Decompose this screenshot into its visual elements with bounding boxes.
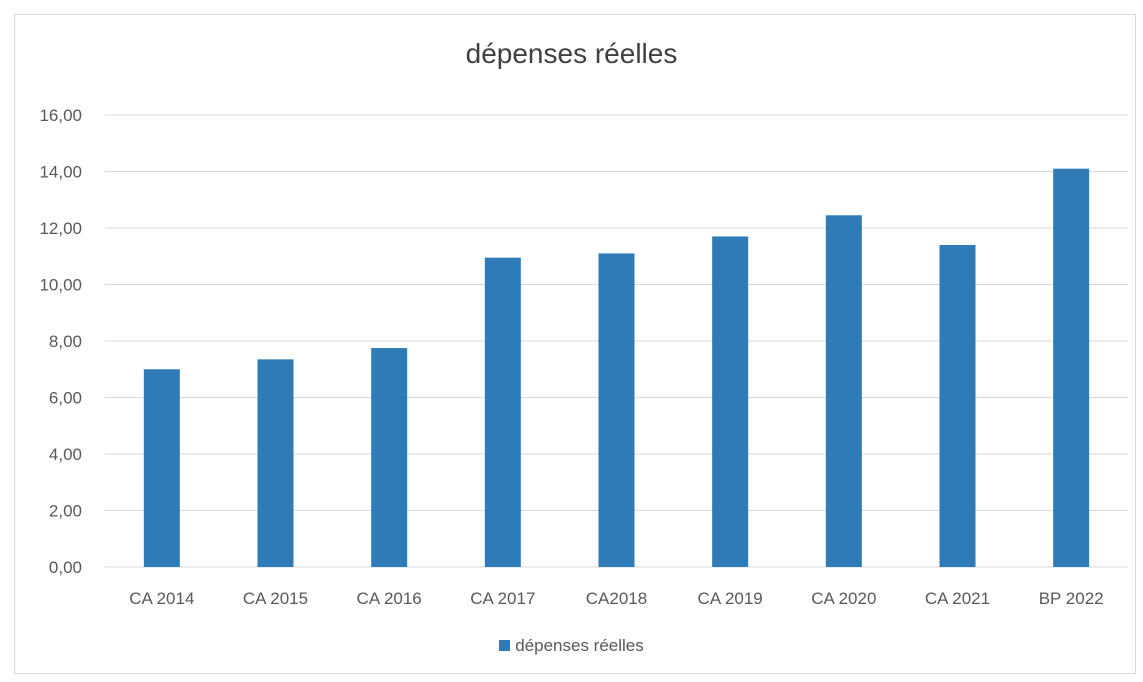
bar <box>257 359 294 567</box>
x-tick-label: CA 2015 <box>243 589 308 608</box>
x-tick-label: CA 2021 <box>925 589 990 608</box>
y-axis-ticks: 0,00 2,00 4,00 6,00 8,00 10,00 12,00 14,00 16,00 <box>39 106 82 577</box>
x-axis-ticks: CA 2014 CA 2015 CA 2016 CA 2017 CA2018 CA 201… <box>129 589 1103 608</box>
x-tick-label: BP 2022 <box>1039 589 1104 608</box>
y-tick-label: 2,00 <box>49 502 82 521</box>
x-tick-label: CA 2017 <box>470 589 535 608</box>
x-tick-label: CA 2014 <box>129 589 194 608</box>
y-tick-label: 16,00 <box>39 106 82 125</box>
bar <box>143 369 180 567</box>
bar <box>939 244 976 567</box>
x-tick-label: CA2018 <box>586 589 647 608</box>
bars <box>143 168 1090 568</box>
x-tick-label: CA 2016 <box>357 589 422 608</box>
y-tick-label: 8,00 <box>49 332 82 351</box>
legend-swatch <box>499 640 511 651</box>
bar <box>712 236 749 567</box>
y-tick-label: 10,00 <box>39 276 82 295</box>
x-tick-label: CA 2020 <box>811 589 876 608</box>
chart-title: dépenses réelles <box>465 38 678 69</box>
y-tick-label: 14,00 <box>39 163 82 182</box>
y-tick-label: 0,00 <box>49 558 82 577</box>
bar <box>825 215 862 567</box>
bar <box>1053 168 1090 568</box>
legend-label: dépenses réelles <box>515 636 644 655</box>
x-tick-label: CA 2019 <box>698 589 763 608</box>
y-tick-label: 6,00 <box>49 389 82 408</box>
bar <box>371 348 408 567</box>
y-tick-label: 4,00 <box>49 445 82 464</box>
legend: dépenses réelles <box>0 636 1143 656</box>
bar <box>484 257 521 567</box>
bar <box>598 253 635 568</box>
y-tick-label: 12,00 <box>39 219 82 238</box>
